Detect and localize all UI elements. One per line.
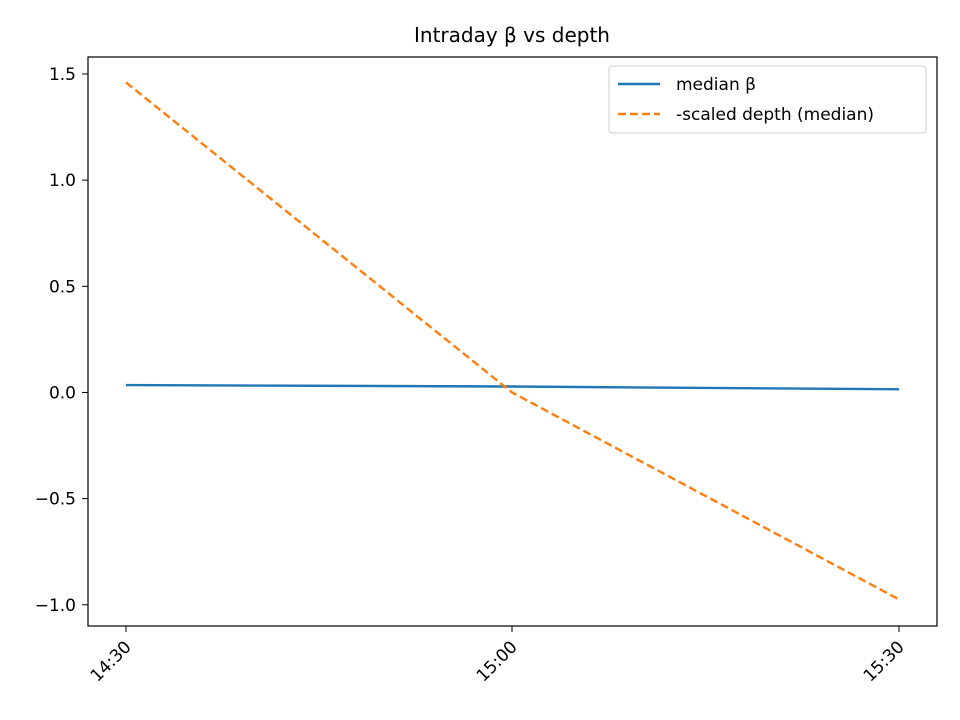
legend-label-scaled-depth: -scaled depth (median) <box>676 105 874 125</box>
legend-label-median-beta: median β <box>676 75 756 95</box>
y-tick-label: −1.0 <box>35 596 76 616</box>
x-tick-label: 15:30 <box>860 637 909 686</box>
y-tick-label: 0.5 <box>49 277 76 297</box>
legend-box <box>608 65 927 134</box>
chart-title: Intraday β vs depth <box>414 23 610 47</box>
x-tick-label: 15:00 <box>473 637 522 686</box>
y-axis: −1.0 −0.5 0.0 0.5 1.0 1.5 <box>35 65 88 616</box>
series-layer <box>125 81 900 601</box>
x-axis: 14:30 15:00 15:30 <box>87 626 909 686</box>
plot-area <box>87 56 938 627</box>
x-tick-label: 14:30 <box>87 637 136 686</box>
y-tick-label: 1.5 <box>49 65 76 85</box>
y-tick-label: 1.0 <box>49 171 76 191</box>
legend: median β -scaled depth (median) <box>608 65 927 134</box>
y-tick-label: 0.0 <box>49 383 76 403</box>
y-tick-label: −0.5 <box>35 490 76 510</box>
